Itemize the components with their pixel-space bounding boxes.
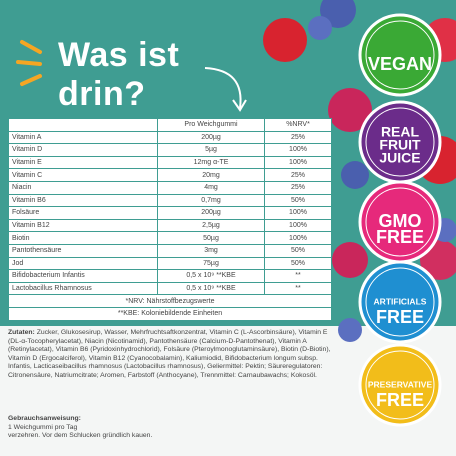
- cell: 12mg α-TE: [157, 155, 265, 170]
- footnote: *NRV: Nährstoffbezugswerte: [8, 294, 332, 308]
- cell: **: [264, 269, 332, 283]
- badge-text: PRESERVATIVE: [368, 379, 433, 389]
- row: Vitamin B12 2,5µg 100%: [8, 218, 332, 233]
- cell: 5µg: [157, 143, 265, 157]
- cell: 200µg: [157, 130, 265, 145]
- cell: 200µg: [157, 206, 265, 220]
- badge: [358, 343, 442, 427]
- cell: 0,7mg: [157, 193, 265, 208]
- cell: Folsäure: [8, 206, 158, 220]
- badge-text: VEGAN: [368, 54, 432, 74]
- cell: Niacin: [8, 180, 158, 195]
- cell: 25%: [264, 180, 332, 195]
- ingredients: Zutaten: Zucker, Glukosesirup, Wasser, M…: [8, 329, 336, 381]
- label: Gebrauchsanweisung:: [8, 415, 81, 422]
- cell: 2,5µg: [157, 218, 265, 233]
- cell: 100%: [264, 231, 332, 245]
- cell: 25%: [264, 130, 332, 145]
- row: Vitamin A 200µg 25%: [8, 130, 332, 145]
- cell: 50µg: [157, 231, 265, 245]
- row: Jod 75µg 50%: [8, 256, 332, 271]
- label: Zutaten:: [8, 329, 35, 336]
- cell: 100%: [264, 206, 332, 220]
- cell: 100%: [264, 143, 332, 157]
- cell: 25%: [264, 168, 332, 182]
- badge-text: ARTIFICIALS: [374, 296, 427, 306]
- row: Vitamin D 5µg 100%: [8, 143, 332, 157]
- nutrition-table: Pro Weichgummi %NRV* Vitamin A 200µg 25% Vita…: [8, 118, 332, 321]
- row: Folsäure 200µg 100%: [8, 206, 332, 220]
- cell: Vitamin B12: [8, 218, 158, 233]
- footnote-row: *NRV: Nährstoffbezugswerte: [8, 294, 332, 308]
- cell: Biotin: [8, 231, 158, 245]
- title-line: Was ist: [58, 36, 180, 74]
- row: Lactobacillus Rhamnosus 0,5 x 10⁹ **KBE **: [8, 281, 332, 296]
- cell: 100%: [264, 218, 332, 233]
- footnote-row: **KBE: Koloniebildende Einheiten: [8, 306, 332, 321]
- usage-line: 1 Weichgummi pro Tag: [8, 423, 78, 431]
- badge-text: FREE: [376, 390, 424, 410]
- badge-text: FREE: [376, 307, 424, 327]
- row: Vitamin E 12mg α-TE 100%: [8, 155, 332, 170]
- cell: Lactobacillus Rhamnosus: [8, 281, 158, 296]
- cell: Vitamin D: [8, 143, 158, 157]
- cell: 0,5 x 10⁹ **KBE: [157, 269, 265, 283]
- row: Niacin 4mg 25%: [8, 180, 332, 195]
- cell: 3mg: [157, 243, 265, 258]
- header-row: Pro Weichgummi %NRV*: [8, 118, 332, 132]
- badge-text: REAL: [381, 124, 420, 140]
- text: Zucker, Glukosesirup, Wasser, Mehrfrucht…: [8, 329, 331, 379]
- cell: Vitamin C: [8, 168, 158, 182]
- cell: [8, 118, 158, 132]
- badge-text: GMO: [379, 211, 422, 231]
- badge-ring: [365, 107, 435, 177]
- row: Vitamin C 20mg 25%: [8, 168, 332, 182]
- badge-ring: [365, 20, 435, 90]
- cell: 4mg: [157, 180, 265, 195]
- cell: Jod: [8, 256, 158, 271]
- cell: **: [264, 281, 332, 296]
- badge-text: FREE: [376, 227, 424, 247]
- badge: [358, 260, 442, 344]
- usage-line: verzehren. Vor dem Schlucken gründlich k…: [8, 432, 153, 440]
- cell: Vitamin A: [8, 130, 158, 145]
- header-cell: Pro Weichgummi: [157, 118, 265, 132]
- cell: Vitamin E: [8, 155, 158, 170]
- badge-text: JUICE: [379, 150, 420, 166]
- cell: 0,5 x 10⁹ **KBE: [157, 281, 265, 296]
- cell: 50%: [264, 243, 332, 258]
- badge-ring: [365, 187, 435, 257]
- row: Bifidobacterium Infantis 0,5 x 10⁹ **KBE *…: [8, 269, 332, 283]
- cell: 50%: [264, 256, 332, 271]
- cell: 20mg: [157, 168, 265, 182]
- badge-ring: [365, 350, 435, 420]
- header-cell: %NRV*: [264, 118, 332, 132]
- row: Pantothensäure 3mg 50%: [8, 243, 332, 258]
- footnote: **KBE: Koloniebildende Einheiten: [8, 306, 332, 321]
- cell: 100%: [264, 155, 332, 170]
- badge-text: FRUIT: [379, 137, 421, 153]
- badge-ring: [365, 267, 435, 337]
- title-line: drin?: [58, 75, 146, 113]
- cell: Bifidobacterium Infantis: [8, 269, 158, 283]
- usage: Gebrauchsanweisung: 1 Weichgummi pro Tag v…: [8, 415, 336, 441]
- row: Biotin 50µg 100%: [8, 231, 332, 245]
- row: Vitamin B6 0,7mg 50%: [8, 193, 332, 208]
- cell: Vitamin B6: [8, 193, 158, 208]
- cell: Pantothensäure: [8, 243, 158, 258]
- cell: 75µg: [157, 256, 265, 271]
- cell: 50%: [264, 193, 332, 208]
- badge: [358, 13, 442, 97]
